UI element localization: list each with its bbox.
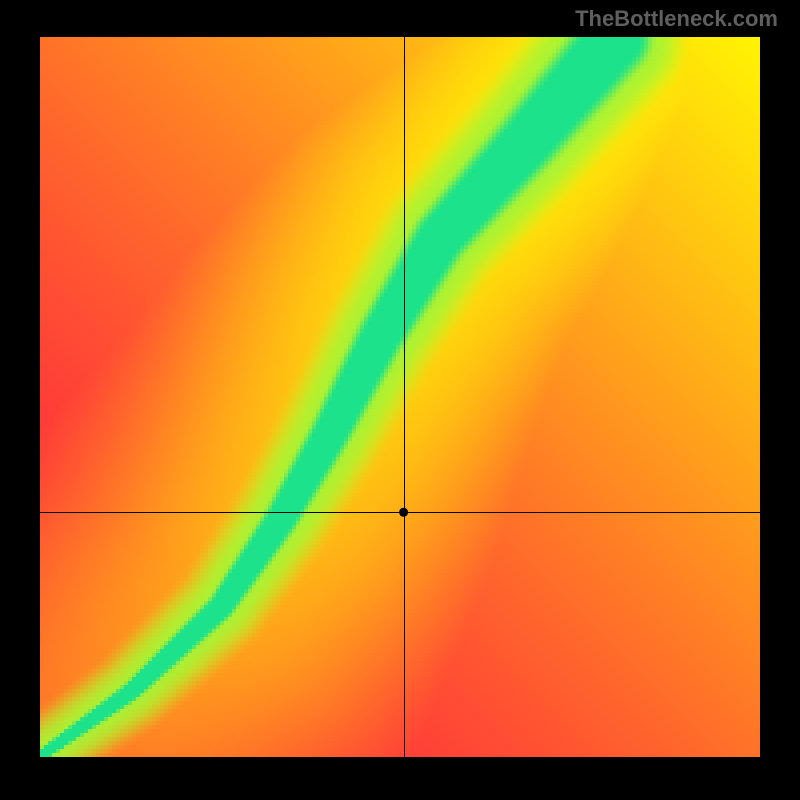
chart-container: TheBottleneck.com [0, 0, 800, 800]
crosshair-overlay [40, 37, 760, 757]
watermark-text: TheBottleneck.com [575, 6, 778, 32]
